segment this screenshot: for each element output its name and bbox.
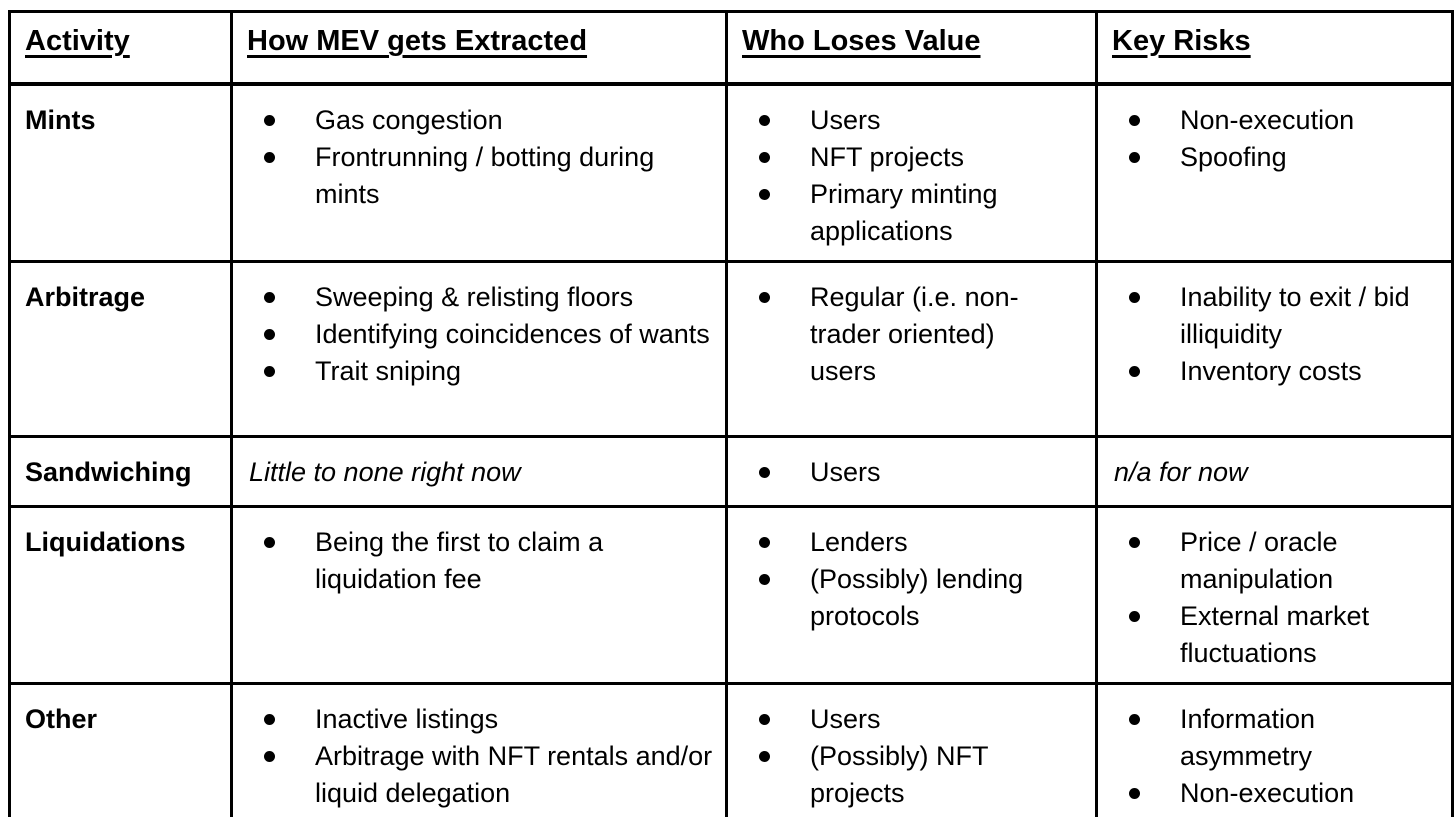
col-header-extraction-label: How MEV gets Extracted — [247, 25, 588, 57]
losers-cell: Users NFT projects Primary minting applica… — [725, 82, 1098, 263]
table-row: Mints Gas congestion Frontrunning / bottin… — [8, 82, 1454, 263]
table-row: Arbitrage Sweeping & relisting floors Iden… — [8, 259, 1454, 438]
bullet-item: Arbitrage with NFT rentals and/or liquid… — [235, 738, 721, 812]
bullet-item: NFT projects — [730, 139, 1063, 176]
bullet-item: Inability to exit / bid illiquidity — [1100, 279, 1448, 353]
col-header-risks-label: Key Risks — [1112, 25, 1251, 57]
bullet-list: Users NFT projects Primary minting applica… — [730, 102, 1092, 250]
bullet-list: Regular (i.e. non-trader oriented) users — [730, 279, 1092, 390]
risks-cell: Inability to exit / bid illiquidity Inven… — [1095, 259, 1454, 438]
col-header-risks: Key Risks — [1095, 10, 1454, 86]
header-row: Activity How MEV gets Extracted Who Lose… — [8, 10, 1454, 86]
activity-cell: Mints — [8, 82, 233, 263]
bullet-list: Inability to exit / bid illiquidity Inven… — [1100, 279, 1448, 390]
bullet-item: Being the first to claim a liquidation f… — [235, 524, 721, 598]
risks-cell: Information asymmetry Non-execution — [1095, 681, 1454, 817]
bullet-item: External market fluctuations — [1100, 598, 1448, 672]
losers-cell: Users (Possibly) NFT projects — [725, 681, 1098, 817]
activity-label: Arbitrage — [25, 281, 146, 312]
bullet-item: Identifying coincidences of wants — [235, 316, 721, 353]
table-body: Mints Gas congestion Frontrunning / bottin… — [8, 82, 1454, 817]
col-header-losers-label: Who Loses Value — [742, 25, 981, 57]
bullet-list: Sweeping & relisting floors Identifying c… — [235, 279, 722, 390]
bullet-item: Inventory costs — [1100, 353, 1448, 390]
table-row: Liquidations Being the first to claim a l… — [8, 504, 1454, 685]
col-header-activity: Activity — [8, 10, 233, 86]
bullet-item: Primary minting applications — [730, 176, 1063, 250]
bullet-item: Spoofing — [1100, 139, 1448, 176]
bullet-item: Trait sniping — [235, 353, 721, 390]
bullet-item: Users — [730, 102, 1063, 139]
col-header-extraction: How MEV gets Extracted — [230, 10, 728, 86]
extraction-cell: Sweeping & relisting floors Identifying c… — [230, 259, 728, 438]
activity-label: Mints — [25, 104, 96, 135]
bullet-item: Frontrunning / botting during mints — [235, 139, 721, 213]
activity-label: Liquidations — [25, 526, 186, 557]
risks-cell: Non-execution Spoofing — [1095, 82, 1454, 263]
bullet-list: Being the first to claim a liquidation f… — [235, 524, 722, 598]
bullet-list: Price / oracle manipulation External mark… — [1100, 524, 1448, 672]
col-header-losers: Who Loses Value — [725, 10, 1098, 86]
bullet-list: Inactive listings Arbitrage with NFT rent… — [235, 701, 722, 812]
activity-label: Other — [25, 703, 98, 734]
bullet-list: Information asymmetry Non-execution — [1100, 701, 1448, 812]
losers-cell: Users — [725, 434, 1098, 508]
bullet-item: Sweeping & relisting floors — [235, 279, 721, 316]
bullet-item: Regular (i.e. non-trader oriented) users — [730, 279, 1063, 390]
table-row: Other Inactive listings Arbitrage with NFT… — [8, 681, 1454, 817]
risks-cell: n/a for now — [1095, 434, 1454, 508]
bullet-list: Users — [730, 454, 1092, 491]
table-header: Activity How MEV gets Extracted Who Lose… — [8, 10, 1454, 86]
mev-table: Activity How MEV gets Extracted Who Lose… — [8, 10, 1454, 817]
italic-note: Little to none right now — [249, 456, 521, 487]
activity-cell: Sandwiching — [8, 434, 233, 508]
risks-cell: Price / oracle manipulation External mark… — [1095, 504, 1454, 685]
bullet-item: Gas congestion — [235, 102, 721, 139]
activity-label: Sandwiching — [25, 456, 192, 487]
extraction-cell: Little to none right now — [230, 434, 728, 508]
bullet-list: Non-execution Spoofing — [1100, 102, 1448, 176]
bullet-item: Users — [730, 701, 1063, 738]
bullet-item: Users — [730, 454, 1063, 491]
bullet-item: Information asymmetry — [1100, 701, 1448, 775]
activity-cell: Arbitrage — [8, 259, 233, 438]
extraction-cell: Gas congestion Frontrunning / botting dur… — [230, 82, 728, 263]
bullet-item: Lenders — [730, 524, 1063, 561]
italic-note: n/a for now — [1114, 456, 1248, 487]
bullet-item: Inactive listings — [235, 701, 721, 738]
losers-cell: Lenders (Possibly) lending protocols — [725, 504, 1098, 685]
activity-cell: Other — [8, 681, 233, 817]
activity-cell: Liquidations — [8, 504, 233, 685]
bullet-list: Gas congestion Frontrunning / botting dur… — [235, 102, 722, 213]
bullet-item: Non-execution — [1100, 102, 1448, 139]
losers-cell: Regular (i.e. non-trader oriented) users — [725, 259, 1098, 438]
bullet-item: (Possibly) NFT projects — [730, 738, 1063, 812]
table-row: Sandwiching Little to none right now Users… — [8, 434, 1454, 508]
bullet-item: (Possibly) lending protocols — [730, 561, 1063, 635]
col-header-activity-label: Activity — [25, 25, 130, 57]
bullet-item: Non-execution — [1100, 775, 1448, 812]
extraction-cell: Being the first to claim a liquidation f… — [230, 504, 728, 685]
bullet-list: Lenders (Possibly) lending protocols — [730, 524, 1092, 635]
bullet-item: Price / oracle manipulation — [1100, 524, 1448, 598]
bullet-list: Users (Possibly) NFT projects — [730, 701, 1092, 812]
extraction-cell: Inactive listings Arbitrage with NFT rent… — [230, 681, 728, 817]
